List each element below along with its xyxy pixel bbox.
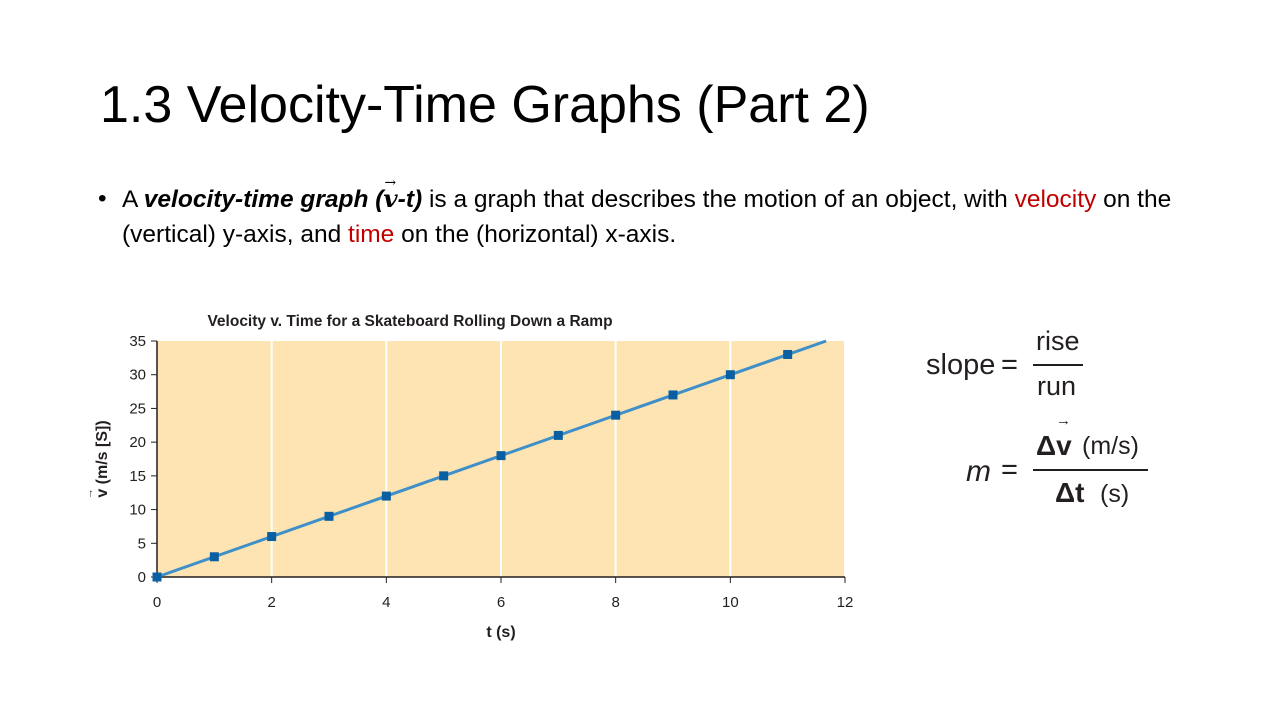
x-tick-label: 8 [611,594,619,611]
x-axis-label: t (s) [486,624,515,641]
y-axis-vector-arrow: → [90,488,95,499]
data-point [553,430,563,440]
y-tick-label: 0 [138,569,146,586]
y-tick-label: 5 [138,535,146,552]
data-point [496,451,506,461]
m-fraction-bar [1033,469,1148,471]
y-axis-label: v (m/s [S])→ [90,420,111,499]
velocity-time-chart: 0 2 4 6 8 10 12 0 5 10 15 20 25 30 35 Velocity v. Time… [90,313,853,641]
time-unit: (s) [1100,480,1130,508]
chart-ticks: 0 2 4 6 8 10 12 0 5 10 15 20 25 30 35 [129,333,853,611]
data-point [324,511,334,521]
highlight-time: time [348,221,395,248]
data-point [611,410,621,420]
x-tick-label: 12 [837,594,854,611]
slope-formulas: slope = rise run m = Δv → (m/s) Δt (s) [900,320,1180,540]
bullet-text: A velocity-time graph (→ v-t) is a graph … [122,175,1208,252]
slope-fraction-bar [1033,364,1083,366]
data-point [783,349,793,359]
run-label: run [1037,371,1077,401]
equals-sign-2: = [1001,454,1018,486]
y-tick-label: 30 [129,367,146,384]
data-point [439,471,449,481]
chart-title: Velocity v. Time for a Skateboard Rollin… [207,313,612,330]
bullet-text-part: A [122,186,144,213]
highlight-velocity: velocity [1014,186,1097,213]
bullet-text-part: is a graph that describes the motion of … [422,186,1015,213]
data-point [267,532,277,542]
x-tick-label: 4 [382,594,390,611]
bullet-text-part: on the (horizontal) x-axis. [394,221,677,248]
data-point [152,572,162,582]
x-tick-label: 6 [497,594,505,611]
data-point [668,390,678,400]
term-velocity-time-graph: velocity-time graph (→ v-t) [143,175,423,213]
bullet-text-part: on the (vertical) y-axis, and [122,186,1172,248]
velocity-unit: (m/s) [1082,432,1139,460]
bullet-marker: • [98,185,107,212]
term-label: velocity-time graph ( [143,186,384,213]
bullet-point: • A velocity-time graph (→ v-t) is a grap… [98,175,1208,252]
vector-arrow: → [384,175,397,191]
y-tick-label: 35 [129,333,146,350]
vector-arrow: → [1056,412,1071,429]
equals-sign: = [1001,349,1018,381]
x-axis-title: t (s) [486,624,515,641]
y-tick-label: 10 [129,502,146,519]
slope-label: slope [926,349,996,381]
delta-t-label: Δt [1055,477,1085,508]
velocity-vector-symbol: → v [383,175,398,216]
y-tick-label: 20 [129,434,146,451]
m-symbol: m [966,455,991,488]
x-tick-label: 0 [153,594,161,611]
data-point [725,370,735,380]
x-tick-label: 2 [267,594,275,611]
y-tick-label: 25 [129,400,146,417]
y-axis-title: v (m/s [S]) [94,420,111,497]
data-point [209,552,219,562]
x-tick-label: 10 [722,594,739,611]
y-tick-label: 15 [129,468,146,485]
term-suffix: -t) [397,186,423,213]
vector-letter: v [383,184,398,213]
delta-v-label: Δv [1036,430,1072,461]
slide-title: 1.3 Velocity-Time Graphs (Part 2) [100,76,870,134]
rise-label: rise [1036,326,1080,356]
chart-series [152,339,827,582]
data-point [381,491,391,501]
